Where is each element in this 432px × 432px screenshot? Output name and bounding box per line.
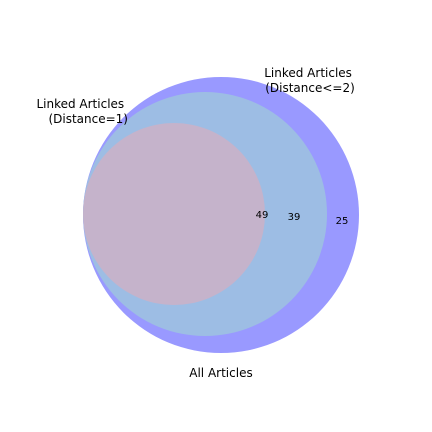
circle-linked-distance-1 xyxy=(83,123,265,305)
label-distance-2: Linked Articles (Distance<=2) xyxy=(264,66,356,95)
label-distance-2-line-1: Linked Articles xyxy=(264,66,352,80)
count-distance-2: 39 xyxy=(288,212,301,223)
label-distance-2-line-2: (Distance<=2) xyxy=(265,81,355,95)
label-distance-1-line-2: (Distance=1) xyxy=(48,112,128,126)
count-all-articles: 25 xyxy=(336,216,349,227)
label-all-articles: All Articles xyxy=(189,366,252,380)
count-distance-1: 49 xyxy=(256,210,269,221)
label-distance-1: Linked Articles (Distance=1) xyxy=(36,97,128,126)
label-distance-1-line-1: Linked Articles xyxy=(36,97,124,111)
